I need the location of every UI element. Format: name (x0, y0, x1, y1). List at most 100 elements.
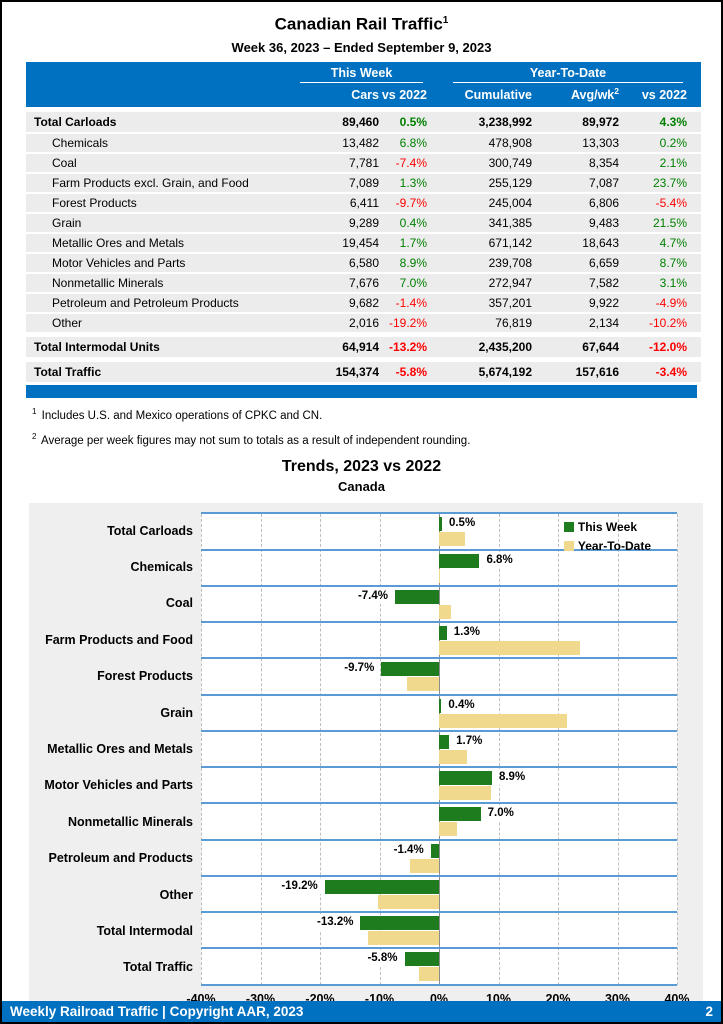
category-label: Total Intermodal (96, 923, 193, 938)
divider-bar (26, 384, 697, 398)
category-label: Nonmetallic Minerals (67, 814, 193, 829)
week-vs-2022-value: 0.5% (399, 114, 427, 129)
this-week-bar (439, 807, 481, 822)
avg-wk-value: 18,643 (582, 235, 619, 250)
cumulative-value: 478,908 (488, 135, 532, 150)
cumulative-value: 255,129 (488, 175, 532, 190)
this-week-bar (324, 879, 439, 894)
year-to-date-bar (418, 967, 439, 982)
gridline (260, 514, 262, 986)
gridline (201, 514, 202, 986)
chart-band: 6.8% (201, 551, 677, 587)
table-row: Coal 7,781 -7.4% 300,749 8,354 2.1% (26, 153, 701, 172)
footer-text: Weekly Railroad Traffic | Copyright AAR,… (10, 1004, 304, 1019)
cars-value: 19,454 (342, 235, 379, 250)
row-label: Forest Products (52, 195, 137, 210)
week-vs-2022-value: -19.2% (388, 315, 427, 330)
category-label: Total Traffic (123, 960, 193, 975)
table-body: Total Carloads 89,460 0.5% 3,238,992 89,972 4… (26, 111, 701, 382)
cumulative-value: 272,947 (488, 275, 532, 290)
footer-page-number: 2 (705, 1004, 713, 1019)
row-label: Other (52, 315, 83, 330)
table-row: Metallic Ores and Metals 19,454 1.7% 671,14… (26, 233, 701, 252)
avg-wk-superscript: 2 (614, 85, 619, 96)
category-label: Forest Products (97, 669, 193, 684)
chart-bands: 0.5% 6.8% -7.4% 1.3% -9.7% 0.4% 1.7% 8.9% 7.0% -1… (201, 514, 677, 986)
legend-label-this-week: This Week (577, 519, 637, 534)
ytd-vs-2022-value: 3.1% (659, 275, 687, 290)
category-label: Metallic Ores and Metals (47, 742, 193, 756)
week-vs-2022-value: 8.9% (399, 255, 427, 270)
row-label: Motor Vehicles and Parts (52, 255, 186, 270)
cars-value: 154,374 (335, 364, 379, 379)
gridline (379, 514, 381, 986)
table-row: Nonmetallic Minerals 7,676 7.0% 272,947 7,58… (26, 273, 701, 292)
gridline (498, 514, 500, 986)
cumulative-value: 239,708 (488, 255, 532, 270)
avg-wk-value: 9,922 (588, 295, 619, 310)
week-vs-2022-value: -7.4% (395, 155, 427, 170)
cars-value: 9,682 (348, 295, 379, 310)
this-week-bar (381, 662, 439, 677)
ytd-vs-2022-value: 0.2% (659, 135, 687, 150)
this-week-value-label: 1.7% (453, 732, 486, 749)
group-header-this-week: This Week (300, 66, 423, 83)
gridline (320, 514, 321, 986)
year-to-date-bar (439, 641, 580, 656)
ytd-vs-2022-value: 23.7% (652, 175, 687, 190)
table-row: Chemicals 13,482 6.8% 478,908 13,303 0.2% (26, 133, 701, 152)
category-label: Grain (160, 705, 193, 720)
week-vs-2022-value: 1.3% (399, 175, 427, 190)
gridline (558, 514, 559, 986)
year-to-date-swatch-icon (563, 540, 574, 551)
this-week-value-label: 0.4% (445, 696, 478, 713)
legend-item-this-week: This Week (563, 517, 651, 536)
footnote-superscript: 1 (32, 406, 37, 416)
week-vs-2022-value: 0.4% (399, 215, 427, 230)
chart-band: 1.7% (201, 732, 677, 769)
ytd-vs-2022-value: -12.0% (648, 339, 687, 354)
row-label: Total Intermodal Units (34, 339, 160, 354)
table-row: Total Carloads 89,460 0.5% 3,238,992 89,972 4… (26, 111, 701, 132)
this-week-value-label: 8.9% (495, 769, 529, 786)
ytd-vs-2022-value: 4.3% (659, 114, 687, 129)
avg-wk-value: 2,134 (588, 315, 619, 330)
cumulative-value: 3,238,992 (478, 114, 532, 129)
week-vs-2022-value: 7.0% (399, 275, 427, 290)
this-week-bar (439, 553, 480, 568)
this-week-value-label: 7.0% (484, 805, 517, 822)
row-label: Nonmetallic Minerals (52, 275, 164, 290)
chart-band: -13.2% (201, 913, 677, 950)
this-week-value-label: -13.2% (314, 914, 357, 931)
row-label: Total Carloads (34, 114, 117, 129)
cars-value: 6,580 (348, 255, 379, 270)
this-week-bar (439, 771, 492, 786)
chart-band: -19.2% (201, 877, 677, 914)
column-header-ytd-vs-2022: vs 2022 (641, 87, 687, 102)
avg-wk-value: 89,972 (582, 114, 619, 129)
avg-wk-text: Avg/wk (570, 87, 615, 102)
year-to-date-bar (439, 713, 567, 728)
year-to-date-bar (439, 786, 491, 801)
chart-band: 1.3% (201, 623, 677, 660)
chart-subtitle: Canada (338, 479, 385, 495)
table-row: Grain 9,289 0.4% 341,385 9,483 21.5% (26, 213, 701, 232)
column-header-week-vs-2022: vs 2022 (381, 87, 427, 102)
traffic-table: This Week Year-To-Date Cars vs 2022 Cumu… (26, 61, 701, 382)
cars-value: 7,676 (348, 275, 379, 290)
category-label: Motor Vehicles and Parts (44, 778, 193, 793)
ytd-vs-2022-value: -3.4% (655, 364, 687, 379)
gridline (617, 514, 619, 986)
gridline (677, 514, 678, 986)
year-to-date-bar (367, 931, 439, 946)
week-vs-2022-value: -5.8% (395, 364, 427, 379)
this-week-value-label: -5.8% (364, 950, 401, 967)
avg-wk-value: 7,582 (588, 275, 619, 290)
legend-item-year-to-date: Year-To-Date (563, 536, 651, 555)
year-to-date-bar (439, 532, 465, 547)
chart-band: 7.0% (201, 804, 677, 841)
cars-value: 64,914 (342, 339, 379, 354)
week-vs-2022-value: -1.4% (395, 295, 427, 310)
avg-wk-value: 8,354 (588, 155, 619, 170)
table-row: Farm Products excl. Grain, and Food 7,089… (26, 173, 701, 192)
